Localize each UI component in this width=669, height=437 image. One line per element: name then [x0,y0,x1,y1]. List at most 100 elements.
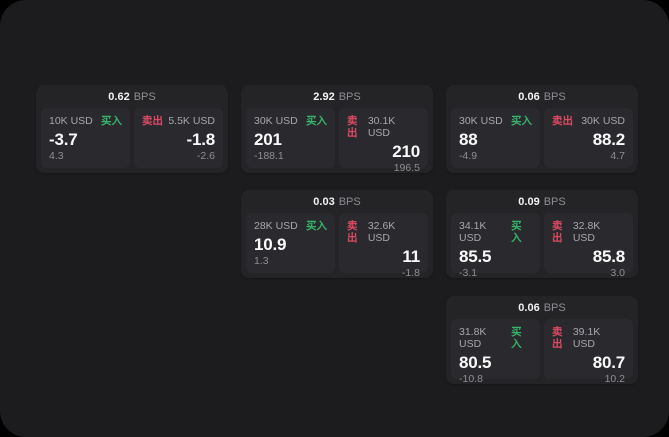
buy-panel-top: 10K USD 买入 [49,115,122,127]
buy-amount: 30K USD [254,115,298,127]
sell-sub-value: 4.7 [610,150,625,162]
buy-side-label: 买入 [101,115,122,127]
sell-price: -1.8 [186,130,216,149]
buy-panel[interactable]: 28K USD 买入 10.9 1.3 [246,213,335,273]
panels-row: 30K USD 买入 88 -4.9 卖出 30K USD 88.2 4.7 [451,108,633,168]
sell-side-label: 卖出 [552,115,573,127]
sell-panel-top: 卖出 5.5K USD [142,115,215,127]
sell-panel[interactable]: 卖出 30K USD 88.2 4.7 [544,108,633,168]
buy-panel[interactable]: 31.8K USD 买入 80.5 -10.8 [451,319,540,385]
buy-amount: 28K USD [254,220,298,232]
sell-amount: 32.8K USD [572,220,601,244]
buy-price: 85.5 [459,247,492,266]
quote-card-2: 2.92 BPS 30K USD 买入 201 -188.1 卖出 30.1K … [241,85,433,174]
sell-amount: 32.6K USD [367,220,396,244]
buy-sub-value: 4.3 [49,150,64,162]
bps-unit-label: BPS [543,195,566,208]
sell-sub-value: -1.8 [401,267,420,279]
sell-sub-value: 196.5 [393,162,420,174]
sell-side-label: 卖出 [552,326,563,350]
sell-price: 85.8 [592,247,625,266]
bps-value: 0.62 [108,90,130,103]
panels-row: 31.8K USD 买入 80.5 -10.8 卖出 39.1K USD 80.… [451,319,633,385]
bps-value: 0.03 [313,195,335,208]
sell-price: 88.2 [592,130,625,149]
buy-price: -3.7 [49,130,78,149]
sell-amount: 5.5K USD [168,115,215,127]
sell-side-label: 卖出 [142,115,163,127]
buy-sub-value: 1.3 [254,255,269,267]
sell-panel-top: 卖出 30.1K USD [347,115,420,139]
buy-amount: 10K USD [49,115,93,127]
sell-panel[interactable]: 卖出 32.6K USD 11 -1.8 [339,213,428,279]
bps-unit-label: BPS [338,195,361,208]
buy-sub-value: -3.1 [459,267,478,279]
quote-card-5: 0.09 BPS 34.1K USD 买入 85.5 -3.1 卖出 32.8K… [446,190,638,279]
sell-amount: 39.1K USD [572,326,601,350]
buy-panel[interactable]: 10K USD 买入 -3.7 4.3 [41,108,130,168]
quote-card-4: 0.03 BPS 28K USD 买入 10.9 1.3 卖出 32.6K US… [241,190,433,279]
buy-amount: 30K USD [459,115,503,127]
buy-panel[interactable]: 30K USD 买入 88 -4.9 [451,108,540,168]
buy-panel-top: 31.8K USD 买入 [459,326,532,350]
bps-unit-label: BPS [543,301,566,314]
panels-row: 30K USD 买入 201 -188.1 卖出 30.1K USD 210 1… [246,108,428,174]
quote-card-6: 0.06 BPS 31.8K USD 买入 80.5 -10.8 卖出 39.1… [446,296,638,385]
sell-panel[interactable]: 卖出 39.1K USD 80.7 10.2 [544,319,633,385]
buy-side-label: 买入 [306,115,327,127]
buy-price: 201 [254,130,282,149]
buy-price: 80.5 [459,353,492,372]
sell-panel-top: 卖出 32.8K USD [552,220,625,244]
buy-price: 10.9 [254,235,287,254]
sell-panel-top: 卖出 30K USD [552,115,625,127]
buy-amount: 31.8K USD [459,326,487,350]
bps-unit-label: BPS [338,90,361,103]
sell-panel-top: 卖出 32.6K USD [347,220,420,244]
bps-unit-label: BPS [543,90,566,103]
buy-price: 88 [459,130,478,149]
panels-row: 34.1K USD 买入 85.5 -3.1 卖出 32.8K USD 85.8… [451,213,633,279]
sell-price: 80.7 [592,353,625,372]
buy-panel-top: 28K USD 买入 [254,220,327,232]
sell-panel[interactable]: 卖出 30.1K USD 210 196.5 [339,108,428,174]
buy-side-label: 买入 [511,115,532,127]
sell-price: 210 [392,142,420,161]
sell-sub-value: 3.0 [610,267,625,279]
buy-side-label: 买入 [511,220,522,244]
panels-row: 28K USD 买入 10.9 1.3 卖出 32.6K USD 11 -1.8 [246,213,428,279]
sell-amount: 30.1K USD [367,115,396,139]
card-header: 0.06 BPS [446,296,638,319]
bps-unit-label: BPS [133,90,156,103]
sell-panel[interactable]: 卖出 32.8K USD 85.8 3.0 [544,213,633,279]
sell-price: 11 [402,247,420,266]
quote-card-3: 0.06 BPS 30K USD 买入 88 -4.9 卖出 30K USD 8… [446,85,638,173]
card-header: 2.92 BPS [241,85,433,108]
buy-side-label: 买入 [511,326,522,350]
buy-sub-value: -10.8 [459,373,483,385]
sell-sub-value: 10.2 [604,373,625,385]
card-header: 0.62 BPS [36,85,228,108]
buy-panel-top: 30K USD 买入 [459,115,532,127]
bps-value: 0.06 [518,301,540,314]
buy-sub-value: -188.1 [254,150,284,162]
card-header: 0.06 BPS [446,85,638,108]
buy-panel-top: 30K USD 买入 [254,115,327,127]
sell-side-label: 卖出 [552,220,563,244]
buy-side-label: 买入 [306,220,327,232]
buy-panel[interactable]: 30K USD 买入 201 -188.1 [246,108,335,168]
card-header: 0.09 BPS [446,190,638,213]
buy-panel[interactable]: 34.1K USD 买入 85.5 -3.1 [451,213,540,279]
sell-amount: 30K USD [581,115,625,127]
sell-panel[interactable]: 卖出 5.5K USD -1.8 -2.6 [134,108,223,168]
sell-side-label: 卖出 [347,115,358,139]
quote-card-1: 0.62 BPS 10K USD 买入 -3.7 4.3 卖出 5.5K USD… [36,85,228,173]
buy-panel-top: 34.1K USD 买入 [459,220,532,244]
sell-sub-value: -2.6 [196,150,215,162]
sell-side-label: 卖出 [347,220,358,244]
bps-value: 0.06 [518,90,540,103]
card-header: 0.03 BPS [241,190,433,213]
bps-value: 0.09 [518,195,540,208]
bps-value: 2.92 [313,90,335,103]
panels-row: 10K USD 买入 -3.7 4.3 卖出 5.5K USD -1.8 -2.… [41,108,223,168]
